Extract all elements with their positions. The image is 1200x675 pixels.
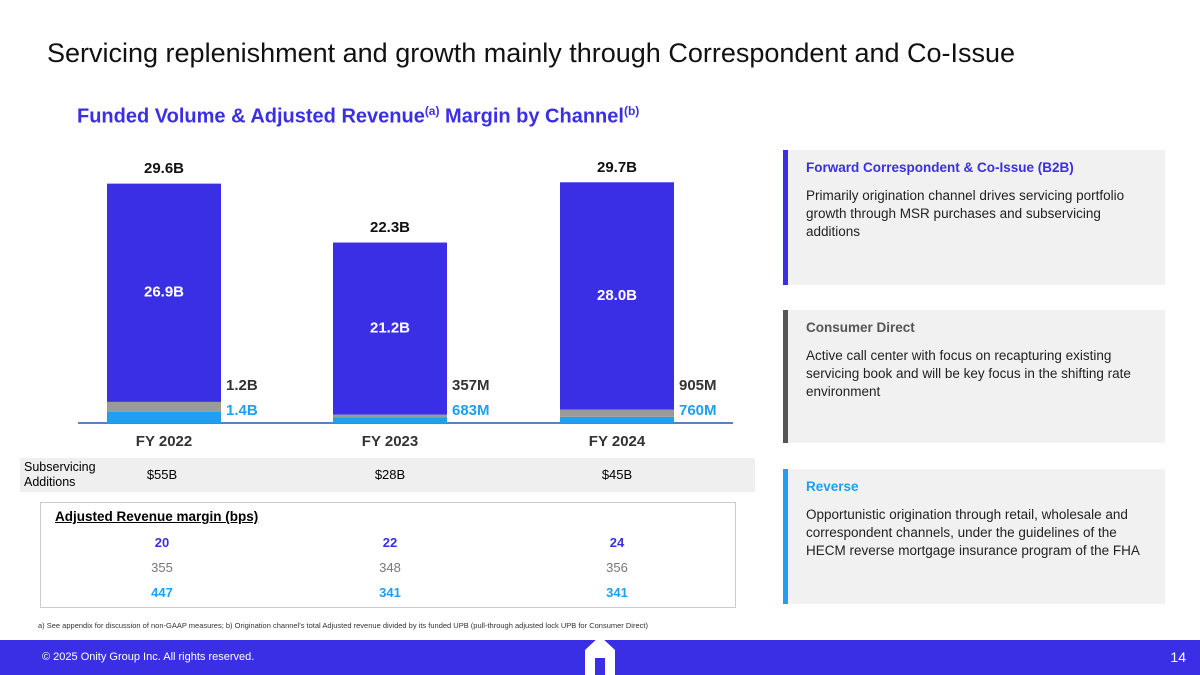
bar-segment bbox=[107, 411, 221, 423]
margin-cell: 355 bbox=[151, 560, 173, 575]
footer: © 2025 Onity Group Inc. All rights reser… bbox=[0, 636, 1200, 675]
bar-segment bbox=[107, 401, 221, 412]
value-label: 357M bbox=[452, 377, 490, 394]
bar-segment bbox=[560, 409, 674, 417]
panel-title: Consumer Direct bbox=[806, 320, 915, 335]
panel: Consumer Direct Active call center with f… bbox=[783, 310, 1165, 443]
bar-segment bbox=[333, 417, 447, 423]
value-label: 28.0B bbox=[597, 287, 637, 304]
page-number: 14 bbox=[1170, 649, 1186, 665]
panel-title: Reverse bbox=[806, 479, 859, 494]
margin-cell: 348 bbox=[379, 560, 401, 575]
chart-title: Funded Volume & Adjusted Revenue(a) Marg… bbox=[77, 104, 639, 129]
margin-cell: 447 bbox=[151, 585, 173, 600]
margin-table: Adjusted Revenue margin (bps) bbox=[40, 502, 736, 608]
value-label: 683M bbox=[452, 402, 490, 419]
subservicing-value: $28B bbox=[374, 467, 406, 482]
bar-segment bbox=[560, 416, 674, 423]
bar-segment bbox=[333, 242, 447, 415]
panel-text: Active call center with focus on recaptu… bbox=[806, 348, 1131, 399]
title-part: Margin by Channel bbox=[439, 105, 624, 128]
subservicing-value: $55B bbox=[146, 467, 178, 482]
bar-segment bbox=[560, 182, 674, 410]
total-label: 29.6B bbox=[144, 160, 184, 177]
panel-text: Primarily origination channel drives ser… bbox=[806, 188, 1125, 239]
margin-cell: 22 bbox=[382, 535, 398, 550]
chart: FY 2022 1.4B 1.2B 26.9B 29.6B FY 2023 683M 357M… bbox=[78, 159, 733, 450]
title-part: Funded Volume & Adjusted Revenue bbox=[77, 105, 425, 128]
x-tick-label: FY 2022 bbox=[136, 433, 192, 450]
row-label: Subservicing Additions bbox=[24, 460, 96, 489]
bar-segment bbox=[107, 183, 221, 402]
x-tick-label: FY 2024 bbox=[589, 433, 646, 450]
panel: Forward Correspondent & Co-Issue (B2B) Pr… bbox=[783, 150, 1165, 285]
value-label: 760M bbox=[679, 402, 717, 419]
x-tick-label: FY 2023 bbox=[362, 433, 418, 450]
margin-cell: 341 bbox=[606, 585, 628, 600]
logo bbox=[585, 636, 615, 675]
total-label: 22.3B bbox=[370, 219, 410, 236]
value-label: 905M bbox=[679, 377, 717, 394]
panel: Reverse Opportunistic origination through… bbox=[783, 469, 1165, 604]
margin-cell: 24 bbox=[609, 535, 625, 550]
margin-cell: 356 bbox=[606, 560, 628, 575]
margin-cell: 20 bbox=[154, 535, 170, 550]
subservicing-value: $45B bbox=[601, 467, 633, 482]
value-label: 1.4B bbox=[226, 402, 258, 419]
value-label: 26.9B bbox=[144, 284, 184, 301]
subservicing-row: Subservicing Additions bbox=[20, 458, 755, 492]
slide-title: Servicing replenishment and growth mainl… bbox=[47, 38, 1016, 68]
panel-title: Forward Correspondent & Co-Issue (B2B) bbox=[806, 160, 1074, 175]
value-label: 1.2B bbox=[226, 377, 258, 394]
title-sup: (a) bbox=[424, 104, 440, 118]
footnote: a) See appendix for discussion of non-GA… bbox=[38, 621, 648, 630]
title-sup: (b) bbox=[623, 104, 640, 118]
panel-text: Opportunistic origination through retail… bbox=[806, 507, 1140, 558]
table-title: Adjusted Revenue margin (bps) bbox=[55, 509, 259, 524]
bar-segment bbox=[333, 414, 447, 418]
margin-cell: 341 bbox=[379, 585, 401, 600]
value-label: 21.2B bbox=[370, 320, 410, 337]
copyright: © 2025 Onity Group Inc. All rights reser… bbox=[42, 651, 255, 663]
total-label: 29.7B bbox=[597, 159, 637, 176]
